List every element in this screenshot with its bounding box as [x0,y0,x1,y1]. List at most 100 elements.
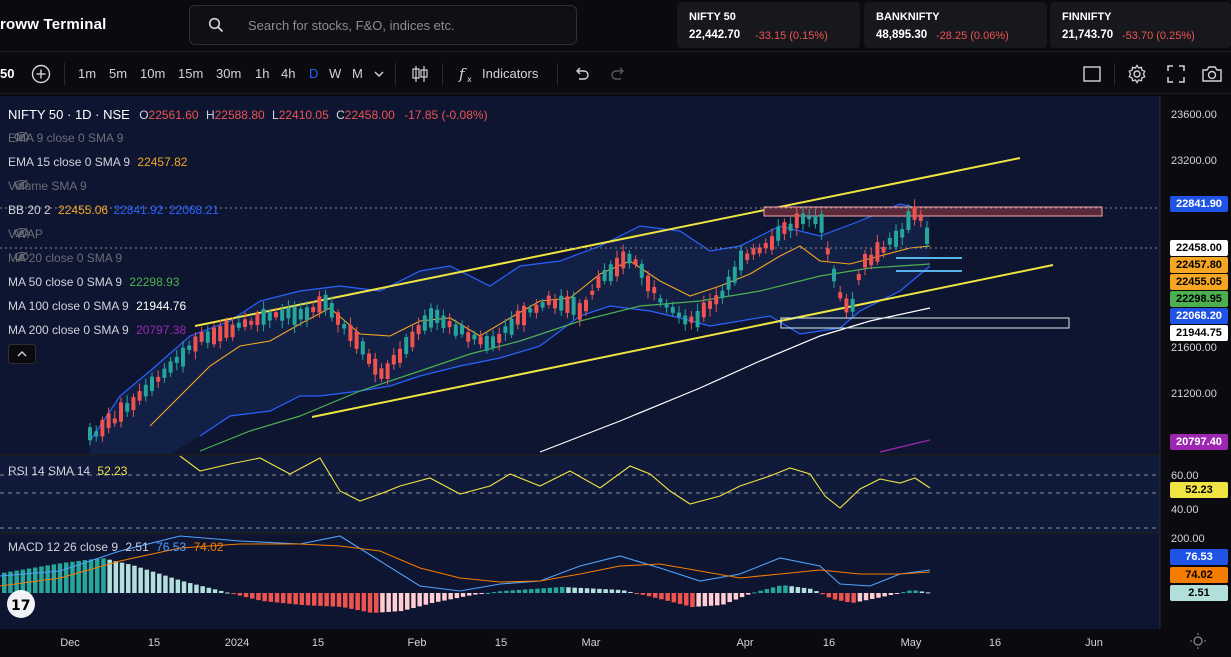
interval-w[interactable]: W [329,66,342,81]
candle-body [112,418,117,424]
chart-canvas[interactable]: 17 [0,96,1231,657]
eye-hidden-icon[interactable] [14,131,29,142]
legend-ma200[interactable]: MA 200 close 0 SMA 9 20797.38 [8,323,187,337]
candle-body [236,322,241,328]
collapse-legend-button[interactable] [8,344,36,364]
macd-bar [231,593,236,595]
tradingview-logo[interactable] [7,590,35,618]
macd-bar [293,593,298,605]
eye-hidden-icon[interactable] [14,227,29,238]
candle-body [540,302,545,308]
candle-body [677,312,681,318]
macd-bar [901,592,906,594]
function-icon[interactable]: f x [457,64,477,84]
candle-body [491,336,495,348]
macd-bar [2,572,7,593]
bb-upper-line [89,203,931,442]
macd-bar [845,593,850,603]
candle-body [683,315,688,325]
time-tick: 15 [311,637,325,649]
eye-hidden-icon[interactable] [14,251,29,262]
ticker-nifty50[interactable]: NIFTY 50 22,442.70 -33.15 (0.15%) [677,2,860,48]
ticker-finnifty[interactable]: FINNIFTY 21,743.70 -53.70 (0.25%) [1050,2,1231,48]
search-icon [208,17,224,33]
candle-body [615,257,619,277]
legend-ma50[interactable]: MA 50 close 0 SMA 9 22298.93 [8,275,180,289]
candle-body [447,320,452,328]
interval-30m[interactable]: 30m [216,66,242,81]
macd-bar [504,590,509,593]
interval-5m[interactable]: 5m [109,66,128,81]
macd-signal-line [0,543,931,587]
interval-m[interactable]: M [352,66,363,81]
macd-bar [398,593,404,612]
macd-bar [274,593,280,603]
candle-body [199,332,204,342]
candle-body [546,295,551,305]
fullscreen-icon[interactable] [1166,64,1186,84]
candle-body [267,312,272,321]
price-tick: 21200.00 [1171,388,1217,400]
macd-bar [150,571,156,593]
interval-1h[interactable]: 1h [255,66,270,81]
candle-body [571,296,576,315]
macd-bar [684,593,689,606]
macd-bar [820,593,825,595]
bb-upper-price-label: 22841.90 [1170,196,1228,212]
legend-ma20[interactable]: MA 20 close 0 SMA 9 [8,251,123,265]
interval-1m[interactable]: 1m [78,66,97,81]
macd-bar [764,589,770,593]
add-symbol-icon[interactable] [31,64,51,84]
macd-bar [157,573,162,593]
candle-body [559,295,564,311]
support-zone[interactable] [780,317,1070,329]
legend-volume[interactable]: Volume SMA 9 [8,179,87,193]
theme-sun-icon[interactable] [1190,633,1206,649]
macd-bar [473,593,478,595]
redo-icon[interactable] [610,65,628,83]
macd-bar [801,587,807,593]
candle-body [391,354,396,365]
chart-area[interactable]: 17 NIFTY 50 · 1D · NSE O22561.60 H22588.… [0,96,1231,657]
macd-bar [436,593,441,602]
candle-body [745,253,750,260]
layout-square-icon[interactable] [1082,65,1102,83]
legend-macd[interactable]: MACD 12 26 close 9 2.51 76.53 74.02 [8,540,224,554]
search-input[interactable]: Search for stocks, F&O, indices etc. [248,18,455,33]
resistance-zone[interactable] [763,206,1103,217]
candlestick-series [88,199,929,446]
symbol-name[interactable]: 50 [0,66,15,81]
ticker-banknifty[interactable]: BANKNIFTY 48,895.30 -28.25 (0.06%) [864,2,1047,48]
search-box[interactable]: Search for stocks, F&O, indices etc. [189,5,577,45]
macd-bar [615,589,621,593]
ticker-change: -33.15 (0.15%) [755,30,828,42]
candle-body [633,259,638,265]
legend-rsi[interactable]: RSI 14 SMA 14 52.23 [8,464,128,478]
interval-4h[interactable]: 4h [281,66,296,81]
interval-15m[interactable]: 15m [178,66,204,81]
candle-body [429,308,433,328]
settings-gear-icon[interactable] [1127,64,1147,84]
legend-bb[interactable]: BB 20 2 22455.06 22841.92 22068.21 [8,203,219,217]
macd-bar [386,593,391,612]
indicators-button[interactable]: Indicators [482,66,539,81]
interval-10m[interactable]: 10m [140,66,166,81]
legend-ma100[interactable]: MA 100 close 0 SMA 9 21944.76 [8,299,187,313]
macd-bar [584,588,590,593]
macd-bar [88,559,94,593]
macd-value: 76.53 [156,540,187,554]
legend-vwap[interactable]: VWAP [8,227,43,241]
legend-ema9[interactable]: EMA 9 close 0 SMA 9 [8,131,124,145]
macd-bar [783,585,788,593]
macd-bar [144,569,150,593]
candle-type-icon[interactable] [410,64,430,84]
legend-ema15[interactable]: EMA 15 close 0 SMA 9 22457.82 [8,155,188,169]
macd-bar [312,593,317,606]
camera-icon[interactable] [1201,64,1223,84]
macd-bar [814,591,819,593]
eye-hidden-icon[interactable] [14,179,29,190]
chevron-down-icon[interactable] [374,71,384,79]
macd-bar [547,587,553,593]
interval-d[interactable]: D [309,66,319,81]
undo-icon[interactable] [572,65,590,83]
